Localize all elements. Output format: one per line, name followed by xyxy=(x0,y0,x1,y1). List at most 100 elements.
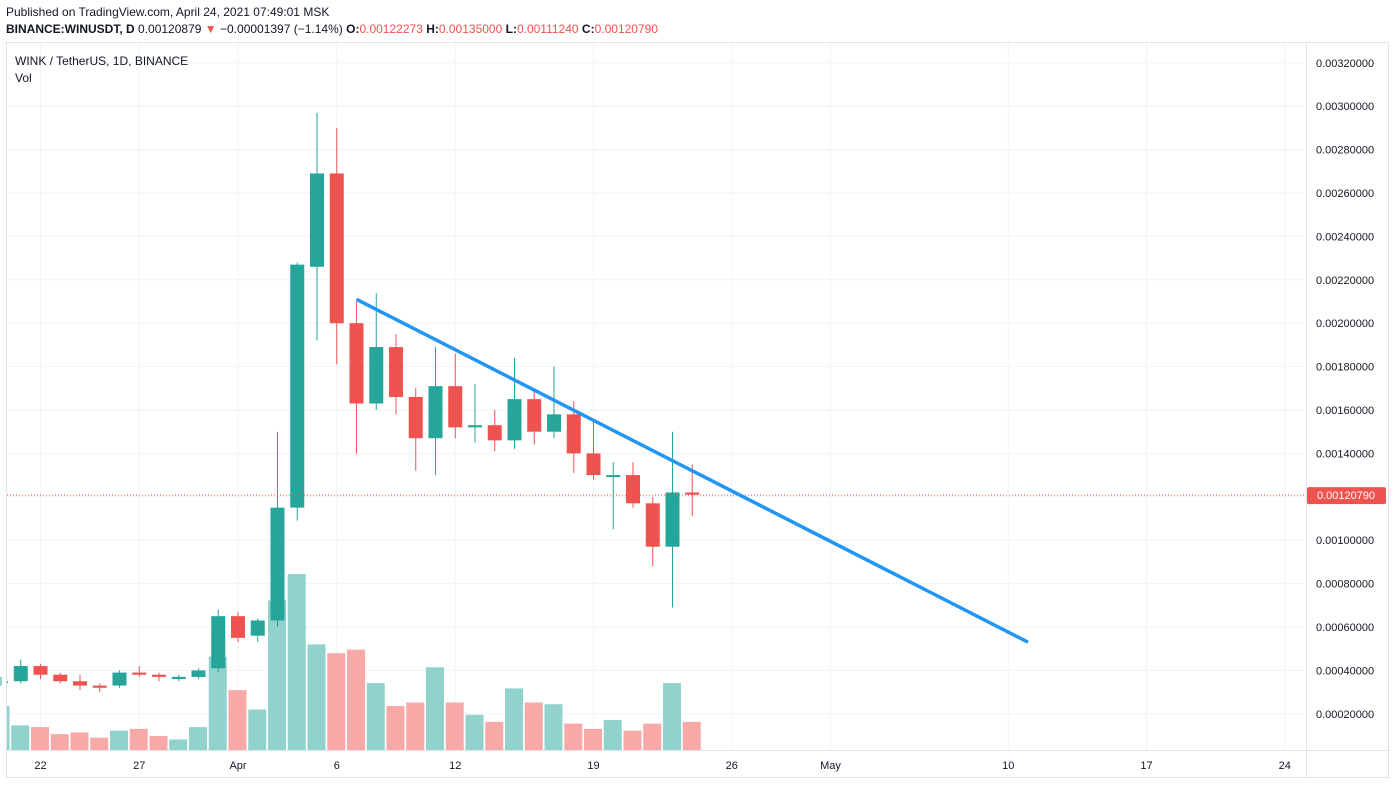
candle-body xyxy=(13,666,28,682)
y-tick-label: 0.00200000 xyxy=(1316,318,1374,330)
candle-body xyxy=(665,492,680,547)
candle-body xyxy=(33,666,48,675)
candle-body xyxy=(527,399,542,432)
volume-bar xyxy=(386,706,405,750)
candle-body xyxy=(586,453,601,476)
symbol-label: BINANCE:WINUSDT, D xyxy=(6,22,135,36)
y-tick-label: 0.00240000 xyxy=(1316,231,1374,243)
chart-pane[interactable] xyxy=(6,42,1389,778)
candle-body xyxy=(132,672,147,675)
volume-bar xyxy=(248,709,267,750)
candle-body xyxy=(369,347,384,404)
time-axis: 22 27 Apr 6 12 19 26 May 10 17 24 xyxy=(34,760,1291,772)
y-tick-label: 0.00300000 xyxy=(1316,101,1374,113)
volume-bar xyxy=(406,702,425,750)
x-tick-label: 27 xyxy=(133,760,145,772)
volume-bar xyxy=(268,600,286,750)
x-tick-label: 12 xyxy=(449,760,461,772)
candle-body xyxy=(112,672,127,686)
candle-body xyxy=(231,616,245,638)
y-tick-label: 0.00140000 xyxy=(1316,448,1374,460)
candle-body xyxy=(547,414,561,432)
last-price-label: 0.00120790 xyxy=(1317,490,1375,502)
y-tick-label: 0.00060000 xyxy=(1316,622,1374,634)
y-tick-label: 0.00320000 xyxy=(1316,58,1374,70)
volume-bar xyxy=(7,706,10,750)
legend-volume: Vol xyxy=(15,71,32,85)
y-tick-label: 0.00160000 xyxy=(1316,405,1374,417)
candle-body xyxy=(645,503,660,547)
volume-bar xyxy=(663,683,681,750)
candle-body xyxy=(468,425,482,428)
y-tick-label: 0.00260000 xyxy=(1316,188,1374,200)
candle-body xyxy=(310,173,324,267)
volume-bar xyxy=(307,644,326,750)
horizontal-grid xyxy=(7,62,1306,715)
x-tick-label: May xyxy=(820,760,841,772)
candle-body xyxy=(53,674,68,682)
volume-bar xyxy=(90,737,109,750)
price-change: −0.00001397 (−1.14%) xyxy=(220,22,343,36)
volume-series xyxy=(7,574,701,750)
vertical-grid xyxy=(40,43,1286,750)
candle-body xyxy=(408,396,423,439)
volume-bar xyxy=(169,739,188,750)
open-value: 0.00122273 xyxy=(359,22,423,36)
candle-body xyxy=(290,264,305,508)
volume-bar xyxy=(426,667,444,750)
high-value: 0.00135000 xyxy=(438,22,503,36)
volume-bar xyxy=(149,735,168,750)
candle-body xyxy=(270,507,285,621)
volume-bar xyxy=(445,702,464,750)
candle-body xyxy=(152,674,166,677)
candle-body xyxy=(349,323,364,404)
volume-bar xyxy=(31,727,49,750)
candle-body xyxy=(73,681,87,686)
candle-body xyxy=(171,676,186,680)
x-tick-label: 6 xyxy=(334,760,340,772)
published-caption: Published on TradingView.com, April 24, … xyxy=(6,5,330,19)
open-label: O: xyxy=(346,22,360,36)
volume-bar xyxy=(327,653,346,750)
volume-bar xyxy=(643,723,662,750)
volume-bar xyxy=(189,727,207,750)
quote-summary: BINANCE:WINUSDT, D 0.00120879 ▼ −0.00001… xyxy=(6,22,658,36)
x-tick-label: 26 xyxy=(726,760,738,772)
y-tick-label: 0.00280000 xyxy=(1316,145,1374,157)
last-price: 0.00120879 xyxy=(138,22,202,36)
candle-body xyxy=(211,616,226,669)
candle-body xyxy=(566,414,581,454)
y-tick-label: 0.00100000 xyxy=(1316,535,1374,547)
x-tick-label: 19 xyxy=(587,760,599,772)
candle-body xyxy=(7,681,8,684)
candle-body xyxy=(685,492,700,495)
x-tick-label: 10 xyxy=(1002,760,1014,772)
volume-bar xyxy=(603,720,622,750)
y-tick-label: 0.00040000 xyxy=(1316,665,1374,677)
candle-body xyxy=(250,620,265,636)
y-tick-label: 0.00080000 xyxy=(1316,579,1374,591)
candle-body xyxy=(507,399,522,441)
volume-bar xyxy=(50,734,69,750)
volume-bar xyxy=(623,730,642,750)
candle-body xyxy=(329,173,344,324)
volume-bar xyxy=(208,656,227,750)
y-tick-label: 0.00020000 xyxy=(1316,709,1374,721)
volume-bar xyxy=(11,725,30,750)
legend-title: WINK / TetherUS, 1D, BINANCE xyxy=(15,54,189,68)
candle-body xyxy=(389,347,403,397)
low-value: 0.00111240 xyxy=(516,22,579,36)
last-price-tag xyxy=(1307,487,1386,505)
volume-bar xyxy=(70,732,89,750)
volume-bar xyxy=(110,730,128,750)
volume-bar xyxy=(682,721,701,750)
close-label: C: xyxy=(581,22,595,36)
x-tick-label: 22 xyxy=(34,760,46,772)
volume-bar xyxy=(129,728,148,750)
price-axis: 0.00020000 0.00040000 0.00060000 0.00080000… xyxy=(1316,58,1374,721)
close-value: 0.00120790 xyxy=(594,22,658,36)
candle-body xyxy=(428,386,443,439)
volume-bar xyxy=(524,702,543,750)
candle-body xyxy=(448,386,463,428)
